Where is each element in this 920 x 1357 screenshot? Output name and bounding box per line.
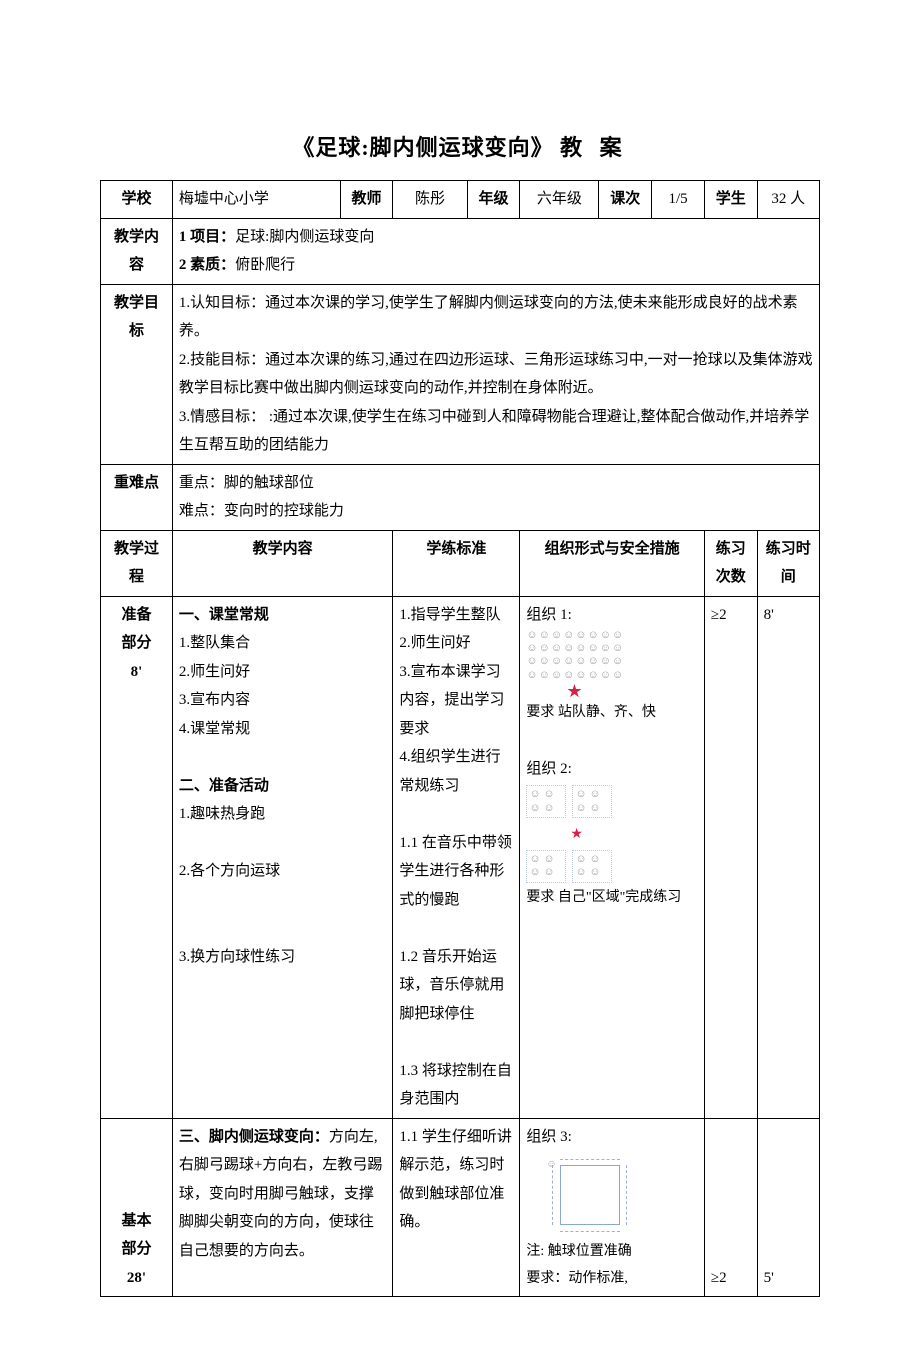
prep-s1-4: 4.课堂常规 <box>179 715 386 744</box>
prep-s1-2: 2.师生问好 <box>179 658 386 687</box>
prep-time: 8' <box>757 596 819 1118</box>
org2-diagram: ☺ ☺☺ ☺☺ ☺☺ ☺ ★ ☺ ☺☺ ☺☺ ☺☺ ☺ <box>526 783 698 884</box>
content-body: 1 项目：足球:脚内侧运球变向 2 素质：俯卧爬行 <box>172 218 819 284</box>
students-value: 32 人 <box>757 181 819 219</box>
lesson-no-label: 课次 <box>599 181 652 219</box>
prep-c3-1: 1.指导学生整队 <box>399 601 513 630</box>
org1-diagram: ☺☺☺☺☺☺☺☺ ☺☺☺☺☺☺☺☺ ☺☺☺☺☺☺☺☺ ☺☺☺☺☺☺☺☺ <box>526 629 698 682</box>
prep-c3-2: 2.师生问好 <box>399 629 513 658</box>
content-line2-label: 2 素质： <box>179 257 235 273</box>
basic-time: 5' <box>757 1118 819 1297</box>
proc-header-row: 教学过程 教学内容 学练标准 组织形式与安全措施 练习次数 练习时间 <box>101 530 820 596</box>
proc-h3: 学练标准 <box>393 530 520 596</box>
title-main: 《足球:脚内侧运球变向》 <box>292 135 553 160</box>
basic-col3: 1.1 学生仔细听讲解示范，练习时做到触球部位准确。 <box>393 1118 520 1297</box>
page-title: 《足球:脚内侧运球变向》 教 案 <box>100 130 820 162</box>
school-label: 学校 <box>101 181 173 219</box>
goal-1: 1.认知目标：通过本次课的学习,使学生了解脚内侧运球变向的方法,使未来能形成良好… <box>179 289 813 346</box>
grade-label: 年级 <box>467 181 520 219</box>
basic-reps: ≥2 <box>704 1118 757 1297</box>
prep-c3-c: 1.2 音乐开始运球，音乐停就用脚把球停住 <box>399 943 513 1029</box>
org3-label: 组织 3: <box>526 1123 698 1152</box>
prep-c3-4: 4.组织学生进行常规练习 <box>399 743 513 800</box>
students-label: 学生 <box>704 181 757 219</box>
prep-s1-1: 1.整队集合 <box>179 629 386 658</box>
keypoints-row: 重难点 重点：脚的触球部位 难点：变向时的控球能力 <box>101 464 820 530</box>
proc-h5: 练习次数 <box>704 530 757 596</box>
org3-req: 要求：动作标准, <box>526 1266 698 1293</box>
keypoints-label: 重难点 <box>101 464 173 530</box>
content-row: 教学内容 1 项目：足球:脚内侧运球变向 2 素质：俯卧爬行 <box>101 218 820 284</box>
proc-h4: 组织形式与安全措施 <box>520 530 705 596</box>
prep-s2-1: 1.趣味热身跑 <box>179 800 386 829</box>
school-value: 梅墟中心小学 <box>172 181 340 219</box>
keypoint-2: 难点：变向时的控球能力 <box>179 497 813 526</box>
title-suffix: 教 案 <box>560 135 628 160</box>
basic-s3-body: 方向左,右脚弓踢球+方向右，左教弓踢球，变向时用脚弓触球，支撑脚脚尖朝变向的方向… <box>179 1129 382 1259</box>
lesson-plan-table: 学校 梅墟中心小学 教师 陈彤 年级 六年级 课次 1/5 学生 32 人 教学… <box>100 180 820 1297</box>
goals-label: 教学目标 <box>101 284 173 464</box>
teacher-label: 教师 <box>340 181 393 219</box>
org1-label: 组织 1: <box>526 601 698 630</box>
prep-c3-d: 1.3 将球控制在自身范围内 <box>399 1057 513 1114</box>
goal-3: 3.情感目标： :通过本次课,使学生在练习中碰到人和障碍物能合理避让,整体配合做… <box>179 403 813 460</box>
prep-col2: 一、课堂常规 1.整队集合 2.师生问好 3.宣布内容 4.课堂常规 二、准备活… <box>172 596 392 1118</box>
prep-c3-b: 1.1 在音乐中带领学生进行各种形式的慢跑 <box>399 829 513 915</box>
prep-s1-title: 一、课堂常规 <box>179 601 386 630</box>
header-row: 学校 梅墟中心小学 教师 陈彤 年级 六年级 课次 1/5 学生 32 人 <box>101 181 820 219</box>
basic-row: 基本部分28' 三、脚内侧运球变向：方向左,右脚弓踢球+方向右，左教弓踢球，变向… <box>101 1118 820 1297</box>
prep-reps: ≥2 <box>704 596 757 1118</box>
basic-s3-title: 三、脚内侧运球变向： <box>179 1129 329 1145</box>
org3-diagram: ☺ <box>542 1155 632 1235</box>
content-label: 教学内容 <box>101 218 173 284</box>
keypoint-1: 重点：脚的触球部位 <box>179 469 813 498</box>
basic-label: 基本部分28' <box>101 1118 173 1297</box>
prep-col3: 1.指导学生整队 2.师生问好 3.宣布本课学习内容，提出学习要求 4.组织学生… <box>393 596 520 1118</box>
org2-req: 要求 自己"区域"完成练习 <box>526 885 698 912</box>
goals-row: 教学目标 1.认知目标：通过本次课的学习,使学生了解脚内侧运球变向的方法,使未来… <box>101 284 820 464</box>
goal-2: 2.技能目标：通过本次课的练习,通过在四边形运球、三角形运球练习中,一对一抢球以… <box>179 346 813 403</box>
prep-c3-3: 3.宣布本课学习内容，提出学习要求 <box>399 658 513 744</box>
org2-label: 组织 2: <box>526 755 698 784</box>
prep-row: 准备部分8' 一、课堂常规 1.整队集合 2.师生问好 3.宣布内容 4.课堂常… <box>101 596 820 1118</box>
content-line1: 足球:脚内侧运球变向 <box>235 229 374 245</box>
prep-s1-3: 3.宣布内容 <box>179 686 386 715</box>
content-line1-label: 1 项目： <box>179 229 235 245</box>
org3-note: 注: 触球位置准确 <box>526 1239 698 1266</box>
teacher-value: 陈彤 <box>393 181 467 219</box>
content-line2: 俯卧爬行 <box>235 257 295 273</box>
lesson-no-value: 1/5 <box>652 181 705 219</box>
goals-body: 1.认知目标：通过本次课的学习,使学生了解脚内侧运球变向的方法,使未来能形成良好… <box>172 284 819 464</box>
proc-h6: 练习时间 <box>757 530 819 596</box>
basic-col2: 三、脚内侧运球变向：方向左,右脚弓踢球+方向右，左教弓踢球，变向时用脚弓触球，支… <box>172 1118 392 1297</box>
grade-value: 六年级 <box>520 181 599 219</box>
star-icon: ★ <box>526 682 698 700</box>
proc-h1: 教学过程 <box>101 530 173 596</box>
proc-h2: 教学内容 <box>172 530 392 596</box>
org1-req: 要求 站队静、齐、快 <box>526 700 698 727</box>
prep-col4: 组织 1: ☺☺☺☺☺☺☺☺ ☺☺☺☺☺☺☺☺ ☺☺☺☺☺☺☺☺ ☺☺☺☺☺☺☺… <box>520 596 705 1118</box>
prep-s2-3: 3.换方向球性练习 <box>179 943 386 972</box>
keypoints-body: 重点：脚的触球部位 难点：变向时的控球能力 <box>172 464 819 530</box>
prep-s2-title: 二、准备活动 <box>179 772 386 801</box>
basic-col4: 组织 3: ☺ 注: 触球位置准确 要求：动作标准, <box>520 1118 705 1297</box>
prep-s2-2: 2.各个方向运球 <box>179 857 386 886</box>
prep-label: 准备部分8' <box>101 596 173 1118</box>
star-icon-2: ★ <box>570 827 583 842</box>
